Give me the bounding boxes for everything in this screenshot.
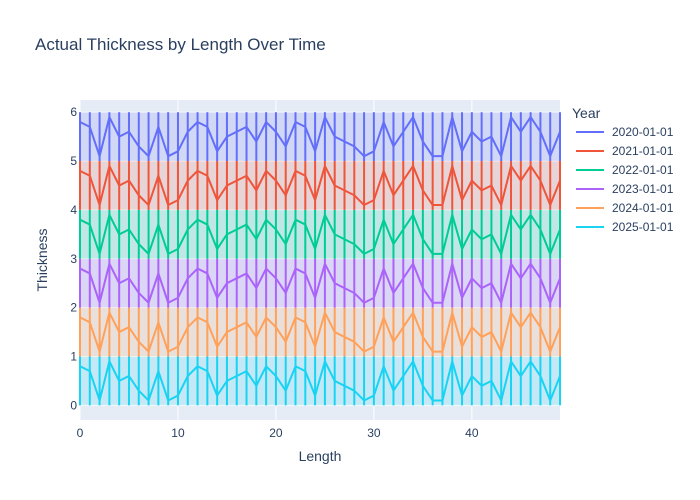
y-tick-label: 5 bbox=[70, 154, 77, 168]
plot-area bbox=[80, 100, 560, 420]
x-tick-label: 30 bbox=[367, 426, 381, 440]
y-axis-ticks: 0 1 2 3 4 5 6 bbox=[70, 105, 77, 412]
x-tick-label: 20 bbox=[269, 426, 283, 440]
series-bands bbox=[80, 112, 560, 406]
series-2020-01-01 bbox=[79, 112, 561, 162]
y-axis-label: Thickness bbox=[34, 228, 50, 291]
x-tick-label: 40 bbox=[465, 426, 479, 440]
legend-item[interactable]: 2021-01-01 bbox=[576, 144, 674, 158]
series-line bbox=[79, 262, 561, 304]
series-line bbox=[79, 164, 561, 207]
y-tick-label: 4 bbox=[70, 203, 77, 217]
y-tick-label: 6 bbox=[70, 105, 77, 119]
series-line bbox=[79, 311, 561, 353]
y-tick-label: 0 bbox=[70, 398, 77, 412]
y-tick-label: 1 bbox=[70, 349, 77, 363]
legend-item[interactable]: 2023-01-01 bbox=[576, 182, 674, 196]
y-tick-label: 3 bbox=[70, 252, 77, 266]
x-axis-ticks: 0 10 20 30 40 bbox=[77, 426, 479, 440]
legend-label: 2020-01-01 bbox=[612, 125, 674, 139]
legend: Year 2020-01-01 2021-01-01 2022-01-01 2023-… bbox=[572, 105, 674, 234]
legend-label: 2022-01-01 bbox=[612, 163, 674, 177]
legend-title: Year bbox=[572, 105, 601, 121]
legend-label: 2023-01-01 bbox=[612, 182, 674, 196]
x-tick-label: 0 bbox=[77, 426, 84, 440]
legend-label: 2025-01-01 bbox=[612, 220, 674, 234]
legend-item[interactable]: 2020-01-01 bbox=[576, 125, 674, 139]
legend-item[interactable]: 2024-01-01 bbox=[576, 201, 674, 215]
legend-label: 2021-01-01 bbox=[612, 144, 674, 158]
series-line bbox=[79, 213, 561, 255]
legend-label: 2024-01-01 bbox=[612, 201, 674, 215]
y-tick-label: 2 bbox=[70, 301, 77, 315]
x-tick-label: 10 bbox=[171, 426, 185, 440]
x-axis-label: Length bbox=[299, 448, 342, 464]
series-2021-01-01 bbox=[79, 161, 561, 210]
series-2025-01-01 bbox=[79, 356, 561, 406]
series-2024-01-01 bbox=[79, 307, 561, 357]
chart-title: Actual Thickness by Length Over Time bbox=[35, 35, 326, 54]
series-2022-01-01 bbox=[79, 209, 561, 259]
series-2023-01-01 bbox=[79, 258, 561, 308]
series-line bbox=[79, 116, 561, 158]
legend-item[interactable]: 2025-01-01 bbox=[576, 220, 674, 234]
legend-item[interactable]: 2022-01-01 bbox=[576, 163, 674, 177]
series-line bbox=[79, 360, 561, 402]
series-lines bbox=[79, 112, 561, 406]
